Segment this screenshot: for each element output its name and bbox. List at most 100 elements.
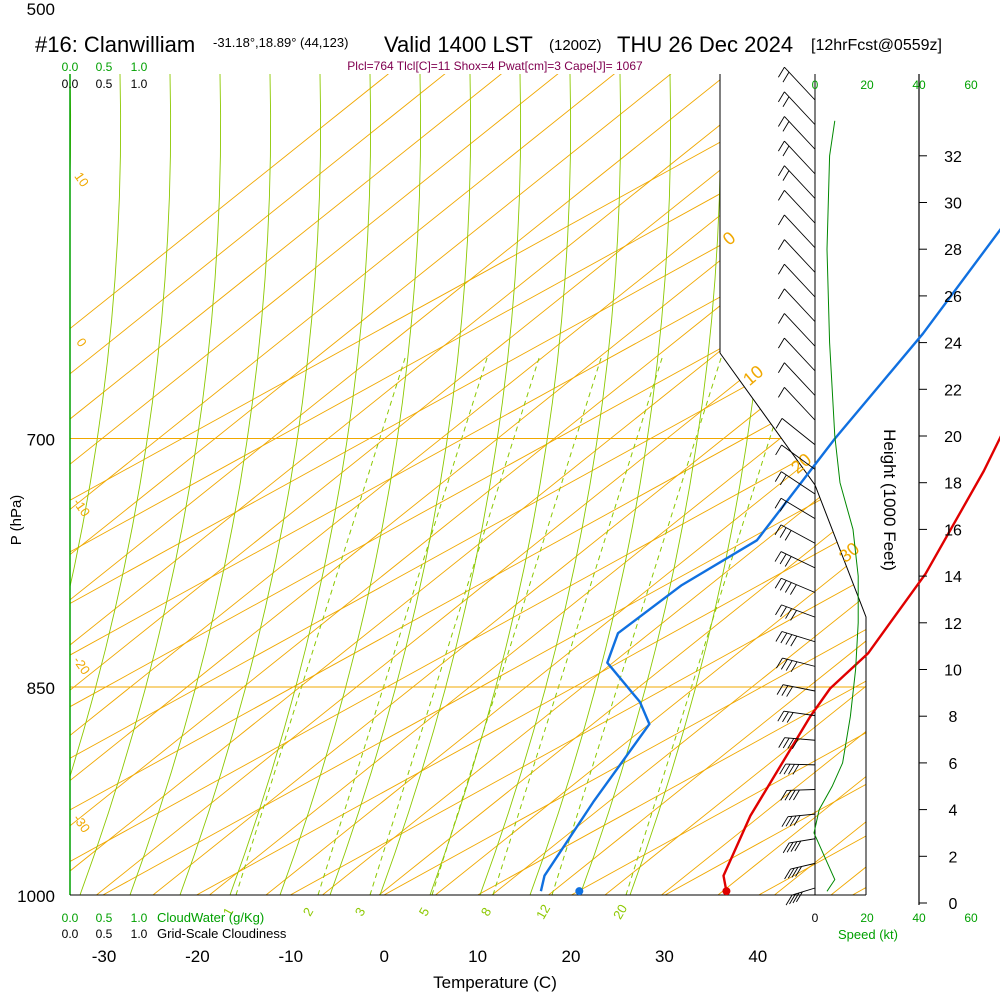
forecast-date: THU 26 Dec 2024 [617, 32, 793, 57]
dry-adiabat-label: 10 [71, 169, 92, 189]
moist-adiabat-line [179, 74, 322, 895]
moist-adiabat-line [70, 74, 172, 895]
cloud-scale-bottom: 0.5 [96, 927, 113, 941]
dry-adiabat-line [830, 74, 866, 895]
moist-adiabat-line [70, 74, 122, 895]
barb-staff [784, 116, 816, 150]
isotherm-line [70, 74, 866, 895]
dry-adiabat-line [70, 74, 582, 895]
wind-barb [774, 471, 816, 495]
cloud-scale-bottom: 1.0 [131, 927, 148, 941]
cloud-scale-top: 0.0 [62, 77, 79, 91]
height-tick-label: 16 [944, 522, 962, 539]
barb-feather [788, 764, 795, 775]
x-tick-label: 40 [748, 947, 767, 966]
isotherm-line [383, 74, 866, 895]
barb-staff [783, 710, 816, 717]
barb-feather [795, 891, 803, 903]
sounding-series [539, 227, 1000, 896]
wind-barb [781, 813, 816, 827]
barb-feather [777, 165, 785, 176]
barb-feather [779, 474, 787, 486]
wind-barb [777, 116, 816, 150]
dry-adiabat-line [152, 74, 866, 895]
moist-adiabat-line [329, 74, 472, 895]
barb-feather [787, 867, 795, 879]
barb-feather [785, 634, 793, 645]
height-tick-label: 8 [949, 709, 958, 726]
barb-feather [782, 170, 790, 181]
height-tick-label: 32 [944, 149, 962, 166]
valid-time: Valid 1400 LST [384, 32, 533, 57]
barb-staff [782, 684, 816, 692]
barb-staff [784, 239, 816, 273]
dry-adiabat-label: 30 [835, 538, 863, 566]
dry-adiabat-line [70, 74, 866, 895]
barb-feather [777, 140, 785, 152]
barb-feather [774, 578, 782, 589]
cloud-scale-top-green: 0.5 [96, 60, 113, 74]
isotherm-line [70, 74, 866, 895]
mixing-ratio-label: 8 [478, 905, 495, 919]
barb-feather [779, 527, 787, 538]
barb-feather [775, 444, 782, 456]
dry-adiabat-line [661, 74, 866, 895]
cloud-scale-bottom-green: 0.5 [96, 911, 113, 925]
barb-feather [777, 66, 785, 78]
speed-tick-bottom: 60 [964, 911, 978, 925]
isotherm-line [102, 74, 866, 895]
barb-staff [785, 763, 816, 766]
isotherm-line [852, 74, 866, 895]
barb-feather [782, 842, 790, 854]
x-tick-label: 10 [468, 947, 487, 966]
barb-staff [786, 789, 816, 791]
barb-staff [781, 604, 816, 618]
height-tick-label: 10 [944, 663, 962, 680]
dry-adiabat-line [70, 74, 526, 895]
height-tick-label: 30 [944, 196, 962, 213]
x-tick-label: 20 [562, 947, 581, 966]
barb-staff [784, 214, 816, 249]
barb-feather [775, 418, 783, 429]
barb-feather [780, 632, 788, 644]
barb-feather [777, 116, 785, 127]
barb-feather [789, 815, 797, 827]
pressure-tick-label: 500 [27, 0, 55, 19]
mixing-ratio-line [431, 354, 603, 895]
barb-feather [792, 764, 800, 775]
pressure-tick-label: 1000 [17, 887, 55, 906]
temperature-profile-line [722, 435, 1000, 892]
mixing-ratio-line [551, 354, 723, 895]
dry-adiabat-line [70, 74, 866, 895]
barb-feather [789, 893, 796, 905]
isotherm-line [571, 74, 866, 895]
dry-adiabat-line [491, 74, 866, 895]
moist-adiabat-line [79, 74, 222, 895]
moist-adiabat-line [579, 74, 722, 895]
barb-feather [779, 501, 787, 512]
dry-adiabat-line [265, 74, 866, 895]
wind-barb [779, 763, 816, 775]
height-tick-label: 26 [944, 289, 962, 306]
barb-staff [784, 288, 816, 322]
barb-feather [774, 551, 782, 562]
barb-feather [782, 121, 790, 132]
barb-feather [782, 96, 790, 107]
barb-feather [781, 685, 789, 696]
dry-adiabat-line [70, 74, 695, 895]
barb-staff [784, 337, 816, 372]
barb-staff [782, 657, 816, 667]
wind-barb [780, 789, 816, 801]
barb-feather [785, 894, 793, 906]
wind-barb [785, 887, 816, 906]
speed-tick-top: 0 [812, 78, 819, 92]
barb-staff [787, 813, 816, 818]
dry-adiabat-line [378, 74, 866, 895]
barb-feather [787, 738, 795, 749]
barb-feather [779, 553, 787, 565]
barb-feather [779, 580, 787, 591]
wind-barb [777, 710, 816, 723]
barb-staff [784, 362, 816, 396]
